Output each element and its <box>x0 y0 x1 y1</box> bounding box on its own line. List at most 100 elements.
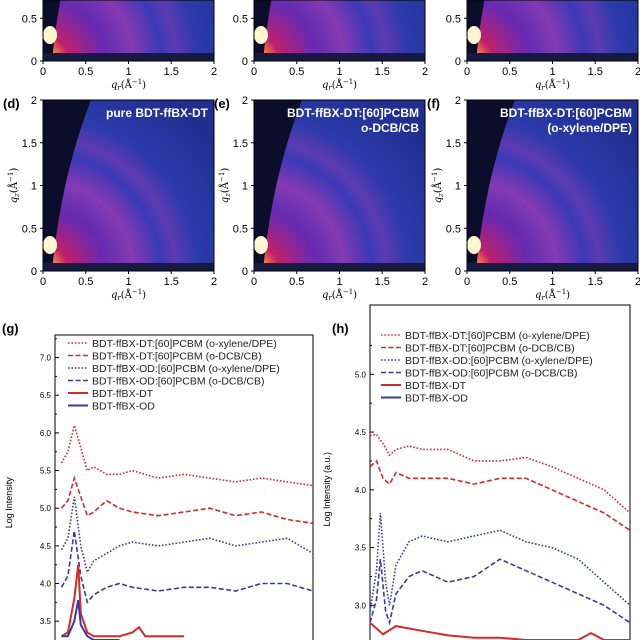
series-line <box>369 512 631 612</box>
legend-entry: BDT-ffBX-DT <box>405 380 467 392</box>
bright-peak <box>43 26 57 44</box>
heatmap-subtitle: o-DCB/CB <box>361 121 419 135</box>
y-tick-label: 0 <box>31 266 37 278</box>
y-tick-label: 1 <box>31 181 37 193</box>
y-tick-label: 1.5 <box>233 138 248 150</box>
x-tick-label: 1.5 <box>375 66 390 78</box>
line-chart-panel-h: (h) 3.0 3.5 4.0 4.5 5.0 Log Intensity (a.u.) BD… <box>322 304 631 640</box>
x-tick-label: 0.5 <box>78 276 93 288</box>
panel-letter: (g) <box>2 321 19 336</box>
x-tick-label: 1.5 <box>164 276 179 288</box>
x-tick-label: 2 <box>211 276 217 288</box>
horizon-band <box>467 53 638 61</box>
x-tick-label: 1 <box>336 276 342 288</box>
legend-entry: BDT-ffBX-DT <box>92 388 154 400</box>
x-tick-label: 0.5 <box>289 276 304 288</box>
scattering-ring <box>43 0 214 61</box>
y-tick-label: 0.5 <box>446 13 461 25</box>
x-tick-label: 1 <box>125 66 131 78</box>
missing-wedge <box>43 100 91 271</box>
y-tick-label: 0 <box>242 266 248 278</box>
y-tick-label: 2 <box>31 95 37 107</box>
y-tick-label: 4.5 <box>40 542 52 551</box>
legend-entry: BDT-ffBX-OD:[60]PCBM (o-DCB/CB) <box>92 376 265 388</box>
y-tick-label: 2 <box>242 95 248 107</box>
x-tick-label: 1 <box>336 66 342 78</box>
heatmap-panel-e: 0 0.5 1 1.5 2 qr(Å−1) 0 0.5 1 1.5 2 qz(Å−1) (e) BDT-f… <box>214 95 428 302</box>
y-tick-label: 3.5 <box>355 544 367 553</box>
x-tick-label: 1 <box>549 66 555 78</box>
horizon-band <box>467 263 638 271</box>
x-tick-label: 2 <box>635 276 640 288</box>
heatmap-panel-d: 0 0.5 1 1.5 2 qr(Å−1) 0 0.5 1 1.5 2 qz(Å−1) (d) pure … <box>3 95 217 302</box>
y-tick-label: 6.0 <box>40 429 52 438</box>
series-line <box>60 496 314 575</box>
y-tick-label: 0.5 <box>233 223 248 235</box>
series-line <box>61 599 120 640</box>
y-tick-label: 2 <box>455 95 461 107</box>
y-tick-label: 7.0 <box>40 354 52 363</box>
x-tick-label: 0 <box>40 276 46 288</box>
series-line <box>60 564 184 638</box>
panel-letter: (h) <box>332 321 349 336</box>
scattering-ring <box>467 0 638 61</box>
y-tick-label: 1 <box>455 181 461 193</box>
y-tick-label: 5.0 <box>355 370 367 379</box>
qz-axis-label: qz(Å−1) <box>218 168 232 204</box>
y-tick-label: 0.5 <box>233 13 248 25</box>
bright-peak <box>254 236 268 254</box>
x-tick-label: 1.5 <box>588 66 603 78</box>
qr-axis-label: qr(Å−1) <box>111 288 146 302</box>
bright-peak <box>43 236 57 254</box>
bright-peak <box>467 236 481 254</box>
y-tick-label: 0 <box>455 266 461 278</box>
horizon-band <box>254 263 425 271</box>
heatmap-panel-a: 0 0.5 1 1.5 2 qr(Å−1) 0 0.5 <box>22 0 217 92</box>
qr-axis-label: qr(Å−1) <box>535 78 570 92</box>
y-tick-label: 1.5 <box>446 138 461 150</box>
x-tick-label: 0 <box>251 66 257 78</box>
heatmap-subtitle: (o-xylene/DPE) <box>547 121 632 135</box>
y-tick-label: 4.5 <box>355 428 367 437</box>
heatmap-panel-c: 0 0.5 1 1.5 2 qr(Å−1) 0 0.5 <box>446 0 640 92</box>
qz-axis-label: qz(Å−1) <box>7 168 21 204</box>
x-tick-label: 0.5 <box>78 66 93 78</box>
x-tick-label: 1 <box>549 276 555 288</box>
legend-entry: BDT-ffBX-DT:[60]PCBM (o-DCB/CB) <box>92 351 262 363</box>
x-tick-label: 0 <box>251 276 257 288</box>
series-line <box>60 475 314 525</box>
x-tick-label: 0 <box>40 66 46 78</box>
y-tick-label: 3.0 <box>355 601 367 610</box>
y-tick-label: 0.5 <box>446 223 461 235</box>
panel-letter: (f) <box>427 96 440 111</box>
x-tick-label: 0.5 <box>502 276 517 288</box>
qr-axis-label: qr(Å−1) <box>322 288 357 302</box>
series-line <box>369 621 630 640</box>
bright-peak <box>254 26 268 44</box>
x-tick-label: 0 <box>464 276 470 288</box>
series-line <box>60 422 314 487</box>
x-tick-label: 1.5 <box>588 276 603 288</box>
y-axis-label: Log Intensity <box>4 477 14 529</box>
plot-frame <box>54 334 314 640</box>
scattering-ring <box>254 0 425 61</box>
y-tick-label: 1.5 <box>22 138 37 150</box>
y-tick-label: 4.0 <box>355 486 367 495</box>
series-line <box>369 558 631 626</box>
legend-entry: BDT-ffBX-DT:[60]PCBM (o-xylene/DPE) <box>92 338 277 350</box>
qz-axis-label: qz(Å−1) <box>431 168 445 204</box>
x-tick-label: 1.5 <box>164 66 179 78</box>
y-tick-label: 0.5 <box>22 13 37 25</box>
legend-entry: BDT-ffBX-OD:[60]PCBM (o-DCB/CB) <box>405 368 578 380</box>
line-chart-panel-g: (g) 3.5 4.0 4.5 5.0 5.5 6.0 6.5 7.0 Log Intensity… <box>2 321 314 640</box>
missing-wedge <box>467 100 515 271</box>
x-tick-label: 1.5 <box>375 276 390 288</box>
plot-frame <box>369 304 631 640</box>
series-line <box>369 433 631 514</box>
x-tick-label: 0.5 <box>502 66 517 78</box>
y-tick-label: 0 <box>31 56 37 68</box>
horizon-band <box>254 53 425 61</box>
legend-entry: BDT-ffBX-OD:[60]PCBM (o-xylene/DPE) <box>405 355 593 367</box>
y-tick-label: 6.5 <box>40 391 52 400</box>
